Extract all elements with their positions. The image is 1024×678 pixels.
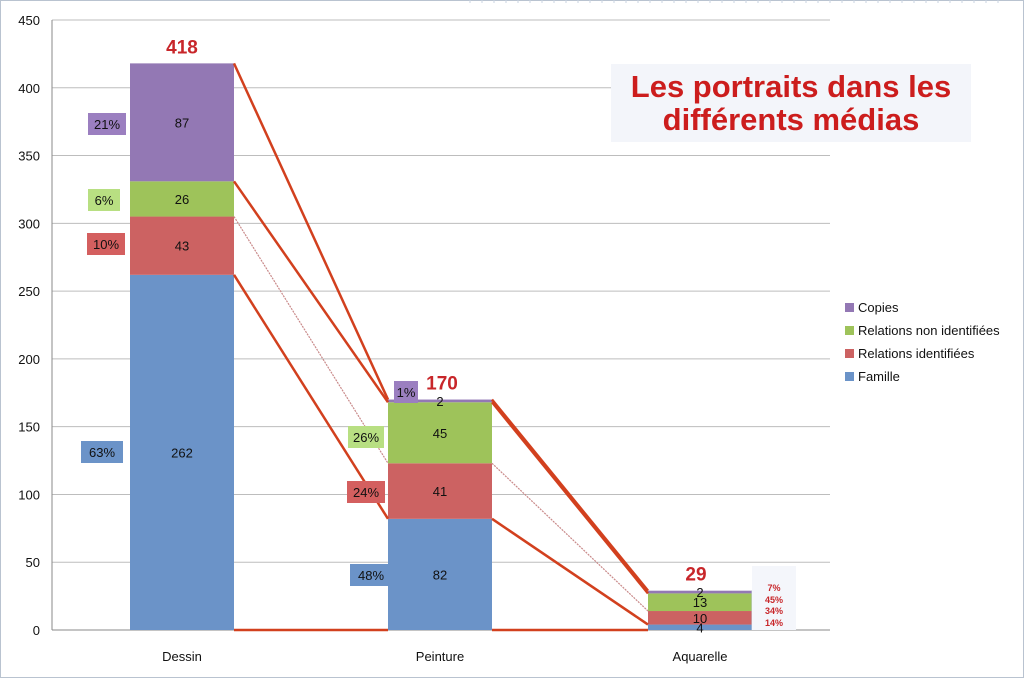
- percent-label: 34%: [765, 606, 783, 616]
- percent-label: 7%: [767, 583, 780, 593]
- bar-value-label: 87: [175, 115, 189, 130]
- percent-label: 24%: [353, 485, 379, 500]
- y-tick-label: 400: [18, 81, 40, 96]
- x-axis-label: Dessin: [162, 649, 202, 664]
- percent-panel: [752, 566, 796, 630]
- percent-label: 45%: [765, 595, 783, 605]
- chart-title: Les portraits dans les différents médias: [611, 64, 971, 142]
- connector-line: [232, 274, 390, 520]
- chart-title-line-2: différents médias: [662, 102, 920, 137]
- connector-line: [491, 398, 649, 592]
- percent-label: 63%: [89, 445, 115, 460]
- percent-label: 21%: [94, 117, 120, 132]
- legend-label: Relations identifiées: [858, 346, 975, 361]
- legend-item: Copies: [845, 296, 1020, 319]
- connector-line: [491, 517, 649, 626]
- percent-badge: [347, 481, 385, 503]
- legend: Copies Relations non identifiées Relations…: [845, 296, 1020, 388]
- percent-label: 6%: [95, 193, 114, 208]
- y-tick-label: 100: [18, 487, 40, 502]
- chart-title-line-1: Les portraits dans les: [630, 69, 952, 104]
- connector-line: [232, 62, 390, 401]
- legend-item: Relations identifiées: [845, 342, 1020, 365]
- connector-lines: [232, 62, 753, 632]
- bar-segment: [648, 611, 752, 625]
- percent-badge: [81, 441, 123, 463]
- bar-value-label: 2: [696, 585, 703, 600]
- percent-label: 10%: [93, 237, 119, 252]
- bar-segment: [130, 181, 234, 217]
- bar-segment: [130, 216, 234, 275]
- y-tick-label: 300: [18, 216, 40, 231]
- legend-item: Relations non identifiées: [845, 319, 1020, 342]
- legend-swatch: [845, 349, 854, 358]
- connector-line: [232, 180, 390, 403]
- bar-segment: [388, 402, 492, 464]
- bar-segment: [388, 399, 492, 403]
- connector-line: [491, 401, 649, 595]
- y-tick-label: 200: [18, 352, 40, 367]
- bar-value-label: 2: [436, 394, 443, 409]
- bar-value-label: 13: [693, 595, 707, 610]
- connector-line-dotted: [491, 462, 649, 612]
- bar-segment: [648, 624, 752, 630]
- y-tick-label: 50: [26, 555, 40, 570]
- y-tick-label: 0: [33, 623, 40, 638]
- percent-badge: [394, 381, 418, 403]
- legend-swatch: [845, 303, 854, 312]
- percent-label: 1%: [397, 385, 416, 400]
- percent-badge: [87, 233, 125, 255]
- bar-segment: [130, 274, 234, 630]
- percent-badge: [88, 189, 120, 211]
- total-label: 29: [685, 565, 706, 586]
- bar-segment: [388, 518, 492, 630]
- x-axis-label: Aquarelle: [673, 649, 728, 664]
- x-axis-label: Peinture: [416, 649, 464, 664]
- y-tick-label: 250: [18, 284, 40, 299]
- bar-segment: [130, 63, 234, 182]
- percent-label: 48%: [358, 568, 384, 583]
- total-label: 170: [426, 374, 458, 395]
- bar-value-label: 10: [693, 611, 707, 626]
- bars: [130, 63, 752, 630]
- bar-segment: [648, 590, 752, 594]
- legend-label: Copies: [858, 300, 899, 315]
- bar-value-label: 4: [696, 620, 703, 635]
- legend-swatch: [845, 372, 854, 381]
- y-tick-label: 350: [18, 149, 40, 164]
- bar-value-label: 82: [433, 567, 447, 582]
- bar-segment: [648, 593, 752, 612]
- bar-value-label: 26: [175, 192, 189, 207]
- y-tick-label: 450: [18, 13, 40, 28]
- legend-swatch: [845, 326, 854, 335]
- bar-value-label: 41: [433, 484, 447, 499]
- legend-item: Famille: [845, 365, 1020, 388]
- legend-label: Relations non identifiées: [858, 323, 1000, 338]
- x-axis-labels: Dessin Peinture Aquarelle: [162, 649, 727, 664]
- top-ruler-marks: [469, 0, 999, 3]
- bar-value-label: 43: [175, 239, 189, 254]
- percent-badge: [88, 113, 126, 135]
- percent-labels: 21% 6% 10% 63% 1% 26% 24% 48% 7% 45%34% 14%: [81, 113, 796, 630]
- bar-value-label: 45: [433, 426, 447, 441]
- y-axis: 0 50 100 150 200 250 300 350 400 450: [18, 13, 53, 638]
- bar-value-label: 262: [171, 445, 193, 460]
- legend-label: Famille: [858, 369, 900, 384]
- percent-badge: [348, 426, 384, 448]
- y-tick-label: 150: [18, 420, 40, 435]
- percent-label: 14%: [765, 618, 783, 628]
- connector-line-dotted: [233, 216, 389, 464]
- total-label: 418: [166, 37, 198, 58]
- percent-badge: [350, 564, 392, 586]
- bar-segment: [388, 463, 492, 519]
- percent-label: 26%: [353, 430, 379, 445]
